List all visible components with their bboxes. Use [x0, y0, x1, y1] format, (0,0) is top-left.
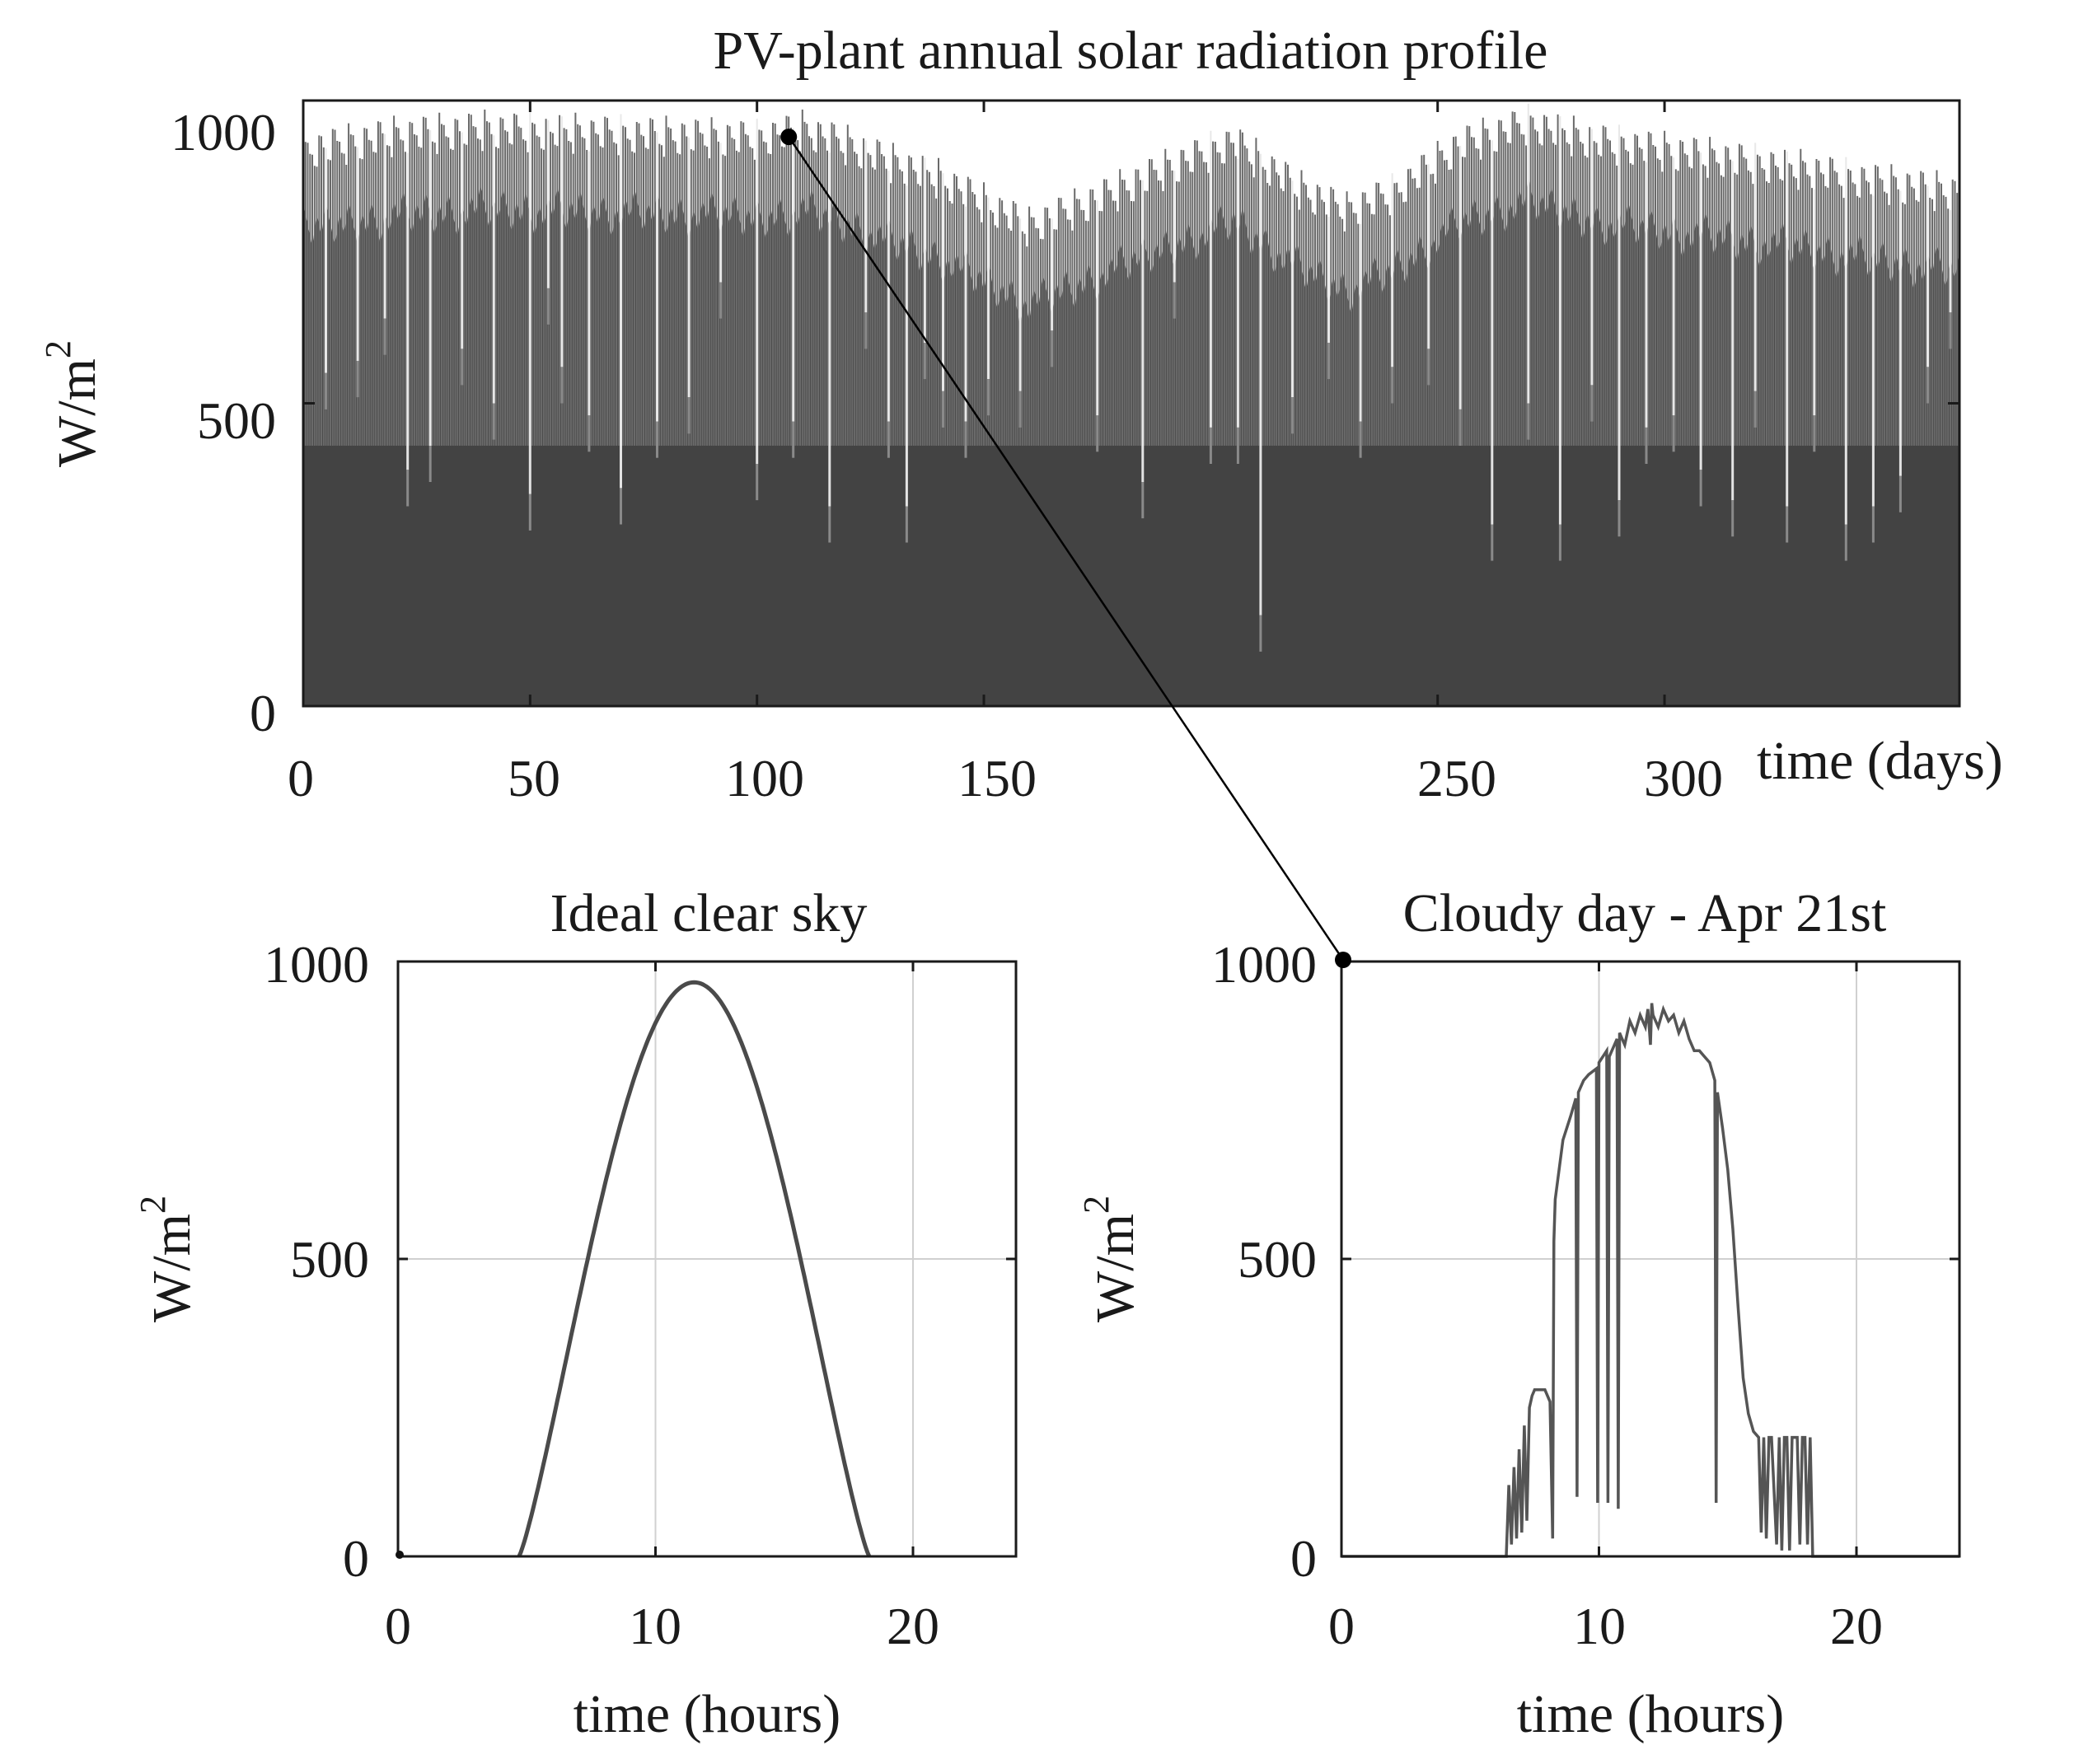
clear-sky-curve: [517, 980, 872, 1558]
cloudy-day-title: Cloudy day - Apr 21st: [1403, 883, 1887, 943]
annual-xtick-label: 150: [957, 749, 1037, 807]
cloudy-xtick-label: 0: [1328, 1597, 1355, 1655]
clear-origin-marker: [396, 1551, 404, 1559]
clear-sky-title: Ideal clear sky: [550, 883, 868, 943]
annual-xtick-label: 0: [288, 749, 314, 807]
cloudy-grid: [1341, 962, 1959, 1556]
cloudy-day-curve: [1341, 1003, 1959, 1558]
annual-xtick-label: 50: [508, 749, 560, 807]
cloudy-xtick-label: 20: [1830, 1597, 1883, 1655]
annual-xtick-label: 250: [1417, 749, 1496, 807]
cloudy-ylabel: W/m2: [1076, 1195, 1145, 1322]
annual-xtick-label: 100: [725, 749, 804, 807]
cloudy-xtick-label: 10: [1573, 1597, 1626, 1655]
clear-ytick-label: 500: [290, 1230, 369, 1289]
connector-line: [788, 136, 1345, 961]
clear-xtick-label: 10: [629, 1597, 681, 1655]
cloudy-ytick-label: 1000: [1211, 935, 1317, 994]
cloudy-xlabel: time (hours): [1517, 1684, 1784, 1744]
annual-xtick-label: 300: [1644, 749, 1723, 807]
clear-ytick-label: 0: [343, 1529, 369, 1588]
svg-text:W/m2: W/m2: [133, 1195, 202, 1322]
annual-ytick-label: 0: [250, 684, 276, 742]
clear-xlabel: time (hours): [574, 1684, 840, 1744]
svg-text:W/m2: W/m2: [1076, 1195, 1145, 1322]
annual-bars: [302, 103, 1959, 706]
connector-end-dot: [1335, 952, 1351, 968]
annual-chart-title: PV-plant annual solar radiation profile: [714, 21, 1548, 81]
svg-text:W/m2: W/m2: [38, 340, 107, 467]
cloudy-ytick-label: 0: [1290, 1529, 1317, 1588]
annual-xlabel: time (days): [1757, 731, 2003, 791]
cloudy-day-chart: Cloudy day - Apr 21st 1000 500 0 0 10 20…: [1076, 883, 1961, 1744]
cloudy-ytick-label: 500: [1238, 1230, 1317, 1289]
annual-base-fill: [303, 445, 1959, 706]
annual-ylabel: W/m2: [38, 340, 107, 467]
clear-ylabel: W/m2: [133, 1195, 202, 1322]
clear-grid: [398, 962, 1016, 1556]
clear-xtick-label: 20: [887, 1597, 939, 1655]
annual-dips: [325, 97, 1952, 652]
clear-sky-chart: Ideal clear sky 1000 500 0 0 10 20 time …: [133, 883, 1018, 1744]
connector-start-dot: [780, 129, 798, 146]
annual-chart: PV-plant annual solar radiation profile …: [38, 21, 2003, 807]
clear-xtick-label: 0: [385, 1597, 411, 1655]
annual-ytick-label: 1000: [171, 103, 276, 161]
clear-ytick-label: 1000: [264, 935, 369, 994]
annual-ticks: [302, 99, 1959, 708]
annual-ytick-label: 500: [197, 391, 276, 450]
zoom-connector: [780, 129, 1351, 968]
